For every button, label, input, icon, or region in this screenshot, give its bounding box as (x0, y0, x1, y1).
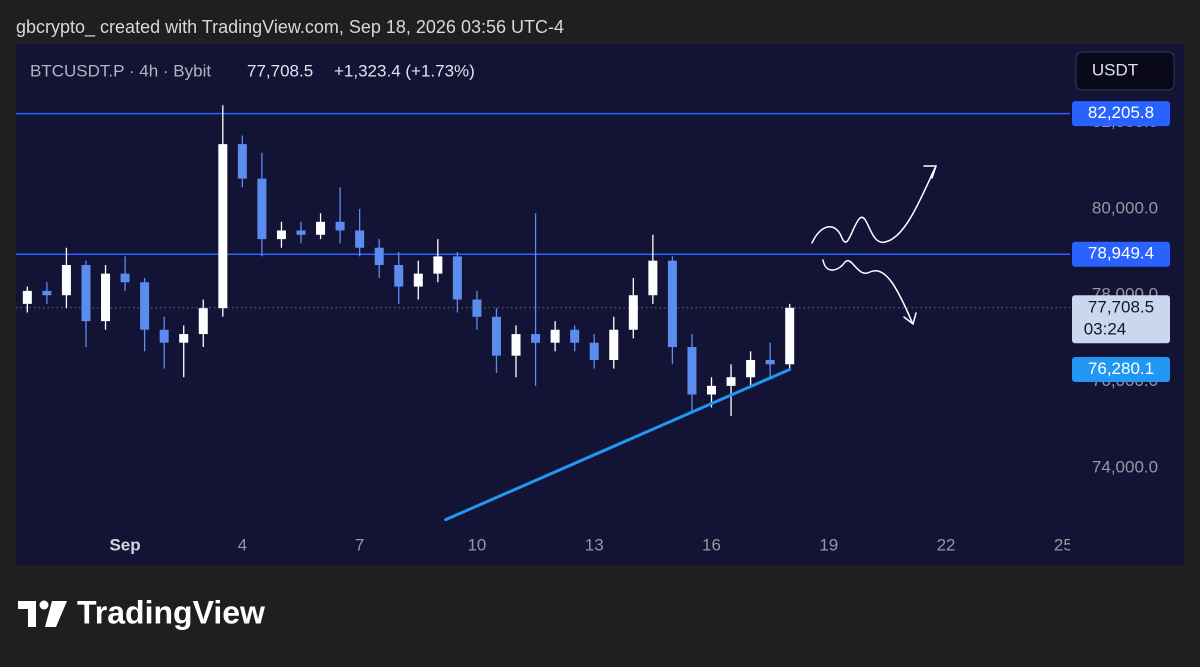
price-label-box (1072, 241, 1170, 267)
candle-body (413, 273, 423, 287)
price-label: 82,205.8 (1088, 103, 1154, 122)
candle-body (570, 329, 580, 343)
x-tick-label: 16 (702, 535, 721, 554)
candle-body (648, 260, 658, 296)
candle-body (335, 221, 345, 231)
x-tick-label: 10 (467, 535, 486, 554)
candle-body (531, 334, 541, 343)
arrow-head (903, 312, 917, 326)
plot-area (16, 105, 1070, 522)
price-label: 76,280.1 (1088, 359, 1154, 378)
credit: gbcrypto_ created with TradingView.com, … (16, 17, 564, 38)
x-axis: Sep 4 7 10 13 16 19 22 25 (109, 535, 1073, 554)
candle-body (472, 299, 482, 317)
y-tick-label: 80,000.0 (1092, 198, 1158, 217)
candle-body (218, 144, 228, 309)
candle-body (785, 307, 795, 365)
countdown: 03:24 (1084, 319, 1127, 338)
candle-body (316, 221, 326, 235)
candle-body (491, 316, 501, 356)
logo-part (45, 601, 67, 627)
candle-body (726, 377, 736, 386)
candle-body (589, 342, 599, 360)
x-tick-label: Sep (109, 535, 140, 554)
candle-body (42, 290, 52, 296)
candle-body (296, 230, 306, 235)
candle-body (81, 265, 91, 322)
price-label-box (1072, 356, 1170, 382)
candle-body (374, 247, 384, 266)
brand-logo (18, 600, 67, 627)
candle-body (61, 265, 71, 296)
arrow-head (923, 165, 938, 179)
price-label-box (1072, 295, 1170, 344)
candle-body (550, 329, 560, 343)
candle-body (140, 282, 150, 330)
drawings (811, 165, 938, 326)
x-tick-label: 19 (819, 535, 838, 554)
candle-body (22, 290, 32, 304)
candle-body (237, 144, 247, 179)
x-tick-label: 22 (937, 535, 956, 554)
candle-body (687, 347, 697, 395)
price-labels: 82,205.8 78,949.4 77,708.5 03:24 76,280.1 (1072, 101, 1170, 382)
candle-body (746, 359, 756, 378)
candle-body (159, 329, 169, 343)
trendline (444, 367, 792, 522)
legend-change: +1,323.4 (+1.73%) (334, 61, 475, 80)
logo-part (39, 600, 49, 610)
legend-price: 77,708.5 (247, 61, 313, 80)
candle-body (706, 385, 716, 395)
candle-body (198, 308, 208, 335)
x-tick-label: 25 (1054, 535, 1073, 554)
logo-part (18, 601, 36, 627)
brand-name: TradingView (77, 594, 265, 630)
candle-body (433, 256, 443, 274)
candle-body (179, 334, 189, 343)
candle-body (609, 329, 619, 360)
candle-body (628, 295, 638, 330)
x-tick-label: 13 (585, 535, 604, 554)
currency-label[interactable]: USDT (1092, 60, 1138, 79)
candle-body (257, 178, 267, 240)
currency-button[interactable] (1075, 51, 1175, 91)
price-label: 77,708.5 (1088, 297, 1154, 316)
legend-symbol: BTCUSDT.P · 4h · Bybit (30, 61, 211, 80)
candle-body (355, 230, 365, 248)
chart-panel (16, 44, 1184, 565)
price-label: 78,949.4 (1088, 244, 1154, 263)
price-label-box (1072, 101, 1170, 127)
candle-body (511, 334, 521, 356)
x-tick-label: 7 (355, 535, 364, 554)
candle-body (276, 230, 286, 240)
candle-body (667, 260, 677, 348)
candle-body (120, 273, 130, 283)
scenario-down-arrow (822, 259, 913, 323)
x-tick-label: 4 (238, 535, 247, 554)
candle-body (765, 359, 775, 365)
scenario-up-arrow (811, 167, 936, 244)
y-tick-label: 74,000.0 (1092, 457, 1158, 476)
candle-body (394, 265, 404, 287)
candle-body (452, 256, 462, 300)
candle-body (101, 273, 111, 322)
